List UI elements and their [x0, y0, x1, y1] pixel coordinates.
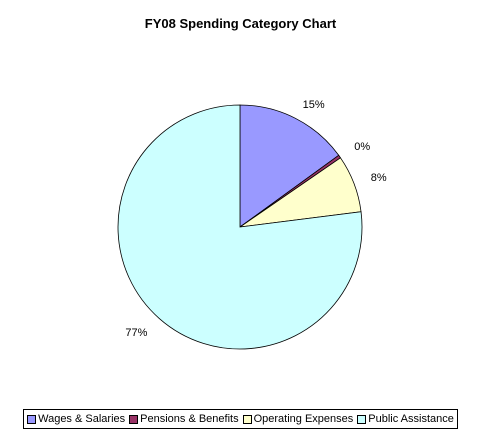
legend-swatch [129, 414, 139, 424]
legend-item-public-assistance: Public Assistance [357, 413, 454, 425]
pie-labels: 15% 0% 8% 77% [125, 99, 387, 339]
legend-swatch [242, 414, 252, 424]
pie-label-3: 77% [125, 327, 147, 339]
legend-item-operating-expenses: Operating Expenses [242, 413, 354, 425]
pie-label-1: 0% [354, 141, 370, 153]
legend-swatch [357, 414, 367, 424]
legend-label: Operating Expenses [253, 413, 354, 425]
legend-label: Public Assistance [368, 413, 454, 425]
pie-label-0: 15% [303, 99, 325, 111]
chart-title: FY08 Spending Category Chart [144, 16, 337, 31]
legend-item-wages-salaries: Wages & Salaries [27, 413, 125, 425]
pie-slice-public-assistance [117, 104, 363, 350]
legend-swatch [27, 414, 37, 424]
pie-slice-wages-salaries [239, 104, 340, 228]
legend: Wages & Salaries Pensions & Benefits Opera… [23, 409, 458, 429]
legend-label: Wages & Salaries [38, 413, 126, 425]
pie-label-2: 8% [371, 172, 387, 184]
pie-slices [117, 104, 363, 350]
legend-item-pensions-benefits: Pensions & Benefits [129, 413, 239, 425]
legend-label: Pensions & Benefits [140, 413, 239, 425]
